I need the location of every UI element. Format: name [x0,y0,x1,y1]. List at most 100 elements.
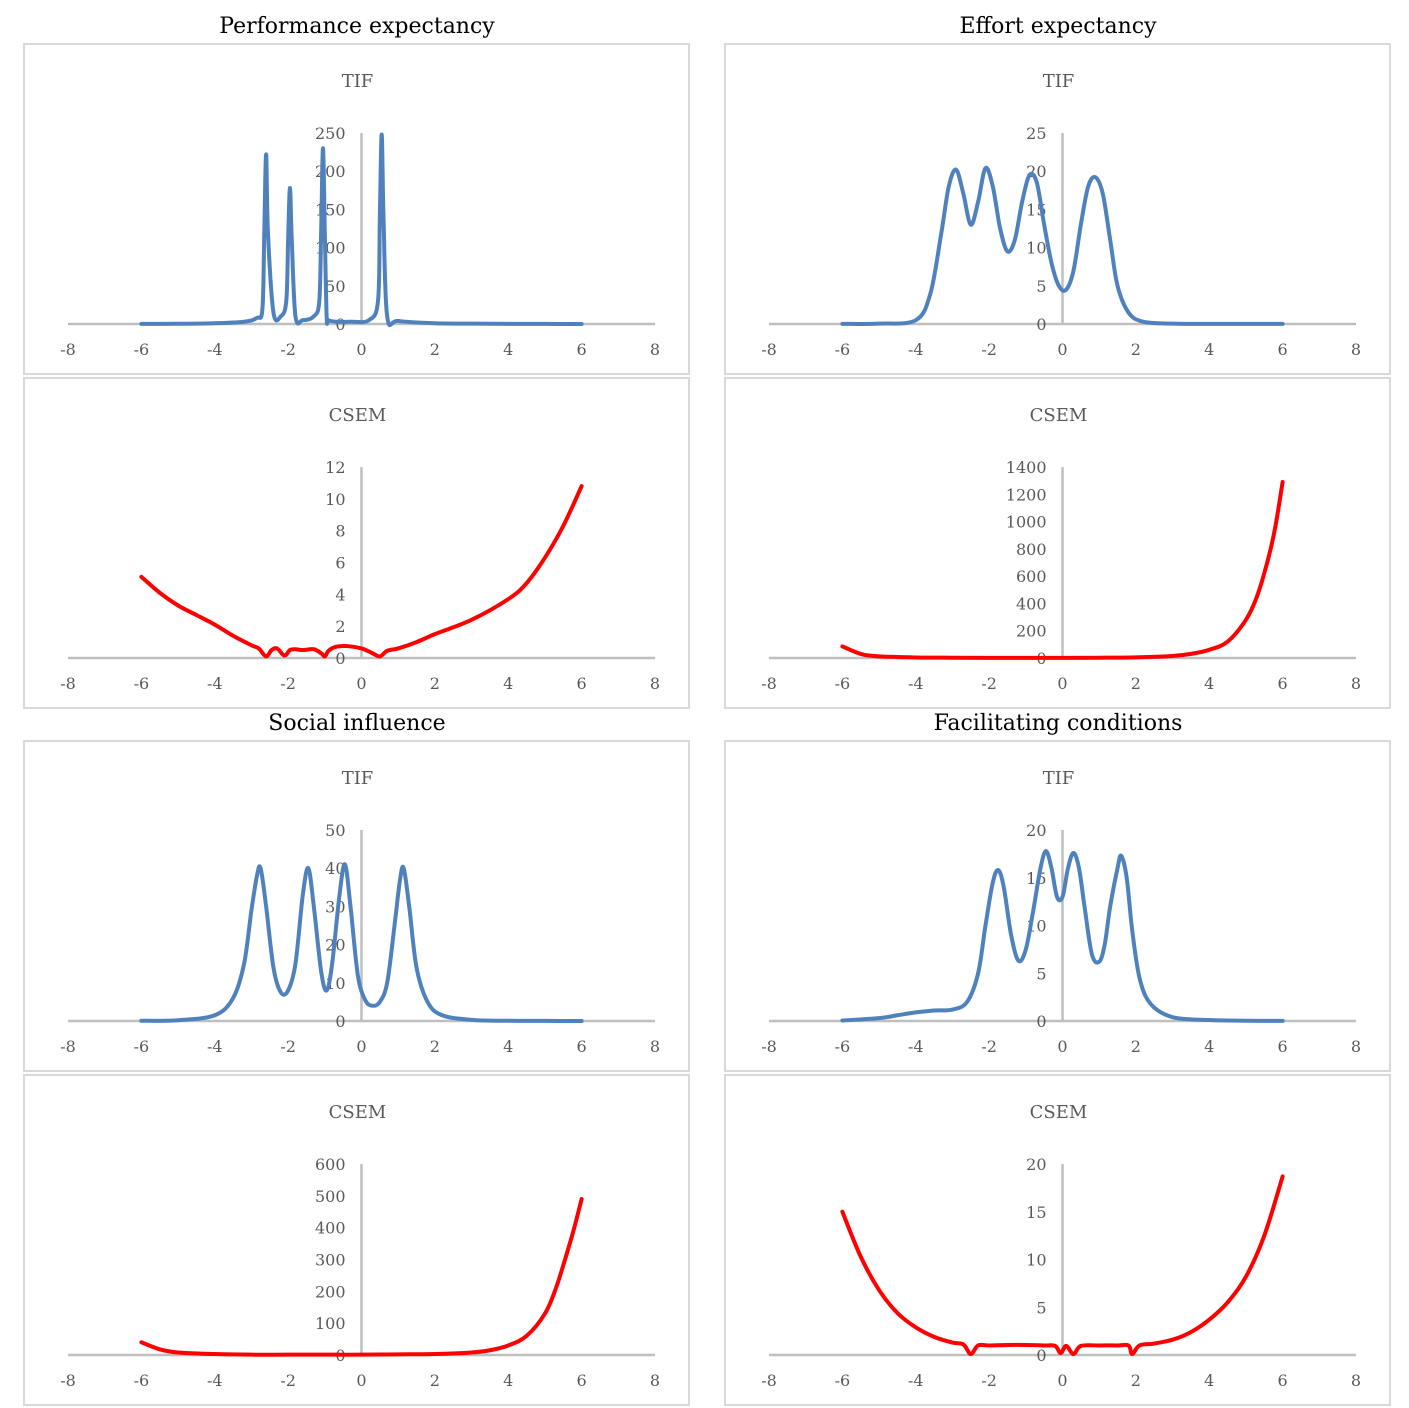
x-tick-label: 8 [1351,340,1361,359]
chart-social-csem: CSEM -8 -6 -4 -2 0 2 4 6 8 0 100 200 300 400 500 600 [23,1074,690,1406]
x-tick-label: 4 [1204,340,1214,359]
y-tick-label: 5 [1036,277,1046,296]
x-tick-label: 0 [1057,674,1067,693]
y-tick-label: 0 [335,315,345,334]
chart-title: TIF [342,768,374,789]
y-tick-label: 4 [335,585,345,604]
y-tick-label: 500 [315,1187,346,1206]
y-tick-label: 0 [1036,1346,1046,1365]
y-tick-label: 0 [1036,315,1046,334]
x-tick-label: 4 [1204,674,1214,693]
x-tick-label: -2 [280,674,296,693]
x-tick-label: -6 [134,674,150,693]
x-tick-label: 6 [577,1037,587,1056]
x-tick-label: 4 [1204,1037,1214,1056]
x-tick-label: 4 [503,340,513,359]
y-tick-label: 800 [1016,540,1047,559]
chart-title: TIF [342,71,374,92]
x-tick-label: 4 [1204,1371,1214,1390]
y-tick-label: 15 [1026,1203,1046,1222]
x-tick-label: 2 [430,1037,440,1056]
y-tick-label: 10 [1026,1251,1046,1270]
y-tick-label: 20 [1026,1155,1046,1174]
x-tick-label: -8 [761,674,777,693]
x-tick-label: -2 [280,340,296,359]
x-tick-label: 6 [1278,1371,1288,1390]
y-tick-label: 600 [1016,567,1047,586]
y-tick-label: 0 [335,1012,345,1031]
x-tick-label: 0 [356,674,366,693]
y-tick-label: 50 [325,821,345,840]
x-tick-label: -4 [908,1037,924,1056]
y-tick-label: 400 [315,1219,346,1238]
x-tick-label: -8 [761,340,777,359]
x-tick-label: -2 [981,340,997,359]
x-tick-label: 0 [356,1371,366,1390]
y-tick-label: 200 [315,162,346,181]
chart-title: CSEM [1030,1102,1088,1123]
x-tick-label: -8 [60,1371,76,1390]
x-tick-label: -4 [207,1037,223,1056]
x-tick-label: 8 [1351,1371,1361,1390]
chart-facilitating-tif: TIF -8 -6 -4 -2 0 2 4 6 8 0 5 10 15 20 [724,740,1391,1072]
series-line [139,132,584,328]
series-line [139,484,584,659]
x-tick-label: -2 [280,1037,296,1056]
x-tick-label: 8 [1351,1037,1361,1056]
x-tick-label: -4 [908,1371,924,1390]
chart-facilitating-csem: CSEM -8 -6 -4 -2 0 2 4 6 8 0 5 10 15 20 [724,1074,1391,1406]
chart-svg: CSEM-8 -6 -4 -2 0 2 4 6 802004006008001000120014… [761,405,1361,693]
x-tick-label: -4 [207,674,223,693]
chart-title: CSEM [329,1102,387,1123]
y-tick-label: 0 [1036,1012,1046,1031]
chart-title: CSEM [329,405,387,426]
x-tick-label: -4 [908,340,924,359]
y-tick-label: 1200 [1006,485,1047,504]
x-tick-label: 6 [1278,1037,1288,1056]
chart-effort-tif: TIF -8 -6 -4 -2 0 2 4 6 8 0 5 10 15 20 25 [724,43,1391,375]
x-tick-label: 8 [650,340,660,359]
x-tick-label: 6 [577,340,587,359]
x-tick-label: -8 [761,1037,777,1056]
x-tick-label: 2 [430,1371,440,1390]
x-tick-label: -8 [60,1037,76,1056]
y-tick-label: 300 [315,1251,346,1270]
y-tick-label: 600 [315,1155,346,1174]
x-tick-label: 8 [650,1371,660,1390]
y-tick-label: 8 [335,522,345,541]
series-line [139,862,584,1023]
y-tick-label: 5 [1036,964,1046,983]
x-tick-label: -6 [134,1371,150,1390]
x-tick-label: -4 [207,340,223,359]
chart-title: TIF [1043,71,1075,92]
x-tick-label: 0 [1057,340,1067,359]
x-tick-label: 8 [650,1037,660,1056]
x-tick-label: 4 [503,1371,513,1390]
x-tick-label: -2 [981,1037,997,1056]
x-tick-label: -8 [60,340,76,359]
y-tick-label: 25 [1026,124,1046,143]
chart-svg: CSEM -8 -6 -4 -2 0 2 4 6 8 0 5 10 15 20 [761,1102,1361,1390]
x-tick-label: 0 [356,1037,366,1056]
y-tick-label: 30 [325,897,345,916]
chart-svg: CSEM -8 -6 -4 -2 0 2 4 6 8 0 2 4 6 8 10 12 [60,405,660,693]
x-tick-label: -6 [835,340,851,359]
panel-title-facilitating: Facilitating conditions [933,711,1183,736]
x-tick-label: -6 [835,674,851,693]
y-tick-label: 6 [335,554,345,573]
x-tick-label: -6 [835,1371,851,1390]
x-tick-label: -8 [60,674,76,693]
y-tick-label: 200 [1016,622,1047,641]
y-tick-label: 0 [335,649,345,668]
series-line [840,480,1285,660]
x-tick-label: -2 [981,1371,997,1390]
x-tick-label: 2 [430,340,440,359]
x-tick-label: 0 [356,340,366,359]
x-tick-label: -2 [981,674,997,693]
x-tick-label: -4 [207,1371,223,1390]
chart-performance-tif: TIF -8 -6 -4 -2 0 2 4 6 8 0 50 100 150 200 250 [23,43,690,375]
chart-effort-csem: CSEM -8 -6 -4 -2 0 2 4 6 8 0 200 400 600 800 1000 1200 14… [724,377,1391,709]
x-tick-label: -6 [134,340,150,359]
x-tick-label: 2 [1131,340,1141,359]
